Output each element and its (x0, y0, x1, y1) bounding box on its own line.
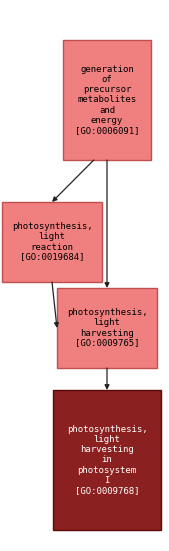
FancyBboxPatch shape (63, 40, 151, 160)
FancyBboxPatch shape (57, 288, 157, 368)
FancyBboxPatch shape (53, 390, 161, 530)
Text: generation
of
precursor
metabolites
and
energy
[GO:0006091]: generation of precursor metabolites and … (75, 66, 139, 134)
Text: photosynthesis,
light
reaction
[GO:0019684]: photosynthesis, light reaction [GO:00196… (12, 223, 92, 262)
Text: photosynthesis,
light
harvesting
[GO:0009765]: photosynthesis, light harvesting [GO:000… (67, 309, 147, 348)
FancyBboxPatch shape (2, 202, 102, 282)
Text: photosynthesis,
light
harvesting
in
photosystem
I
[GO:0009768]: photosynthesis, light harvesting in phot… (67, 425, 147, 495)
